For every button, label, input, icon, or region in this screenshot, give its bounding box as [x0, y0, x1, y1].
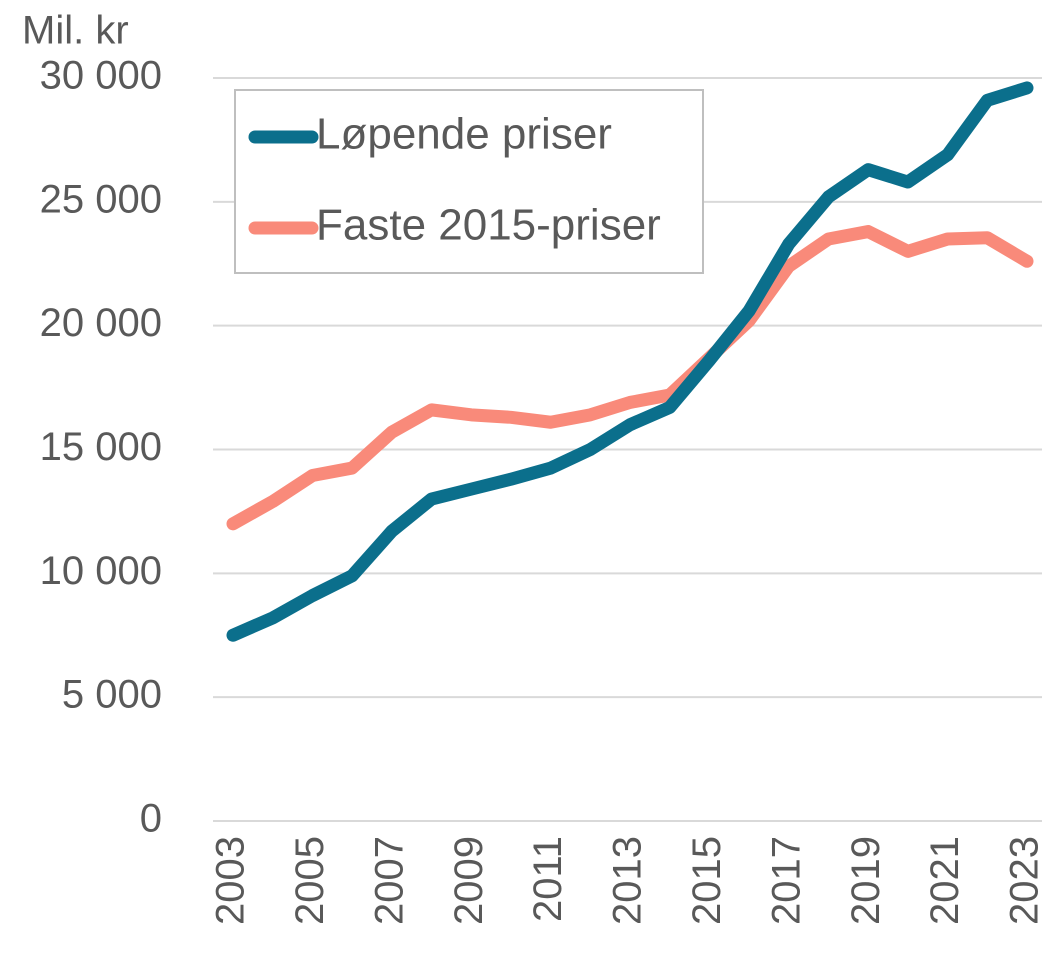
x-tick-label: 2007 [367, 836, 411, 925]
y-tick-label: 10 000 [40, 549, 162, 593]
x-tick-label: 2011 [526, 836, 570, 922]
legend-label: Faste 2015-priser [316, 201, 661, 250]
x-tick-label: 2009 [447, 836, 491, 925]
y-tick-label: 25 000 [40, 177, 162, 221]
x-tick-label: 2019 [844, 836, 888, 925]
y-tick-label: 20 000 [40, 301, 162, 345]
data-line [226, 225, 1034, 531]
y-tick-label: 0 [140, 797, 162, 841]
data-line [226, 81, 1034, 642]
y-axis-label: Mil. kr [22, 9, 129, 53]
x-tick-label: 2017 [764, 836, 808, 925]
y-tick-label: 30 000 [40, 54, 162, 98]
y-tick-label: 15 000 [40, 425, 162, 469]
x-tick-label: 2023 [1003, 836, 1047, 925]
x-tick-label: 2015 [685, 836, 729, 925]
x-tick-label: 2003 [209, 836, 253, 925]
x-tick-label: 2005 [288, 836, 332, 925]
x-tick-label: 2021 [923, 836, 967, 925]
legend-label: Løpende priser [316, 110, 612, 159]
x-tick-label: 2013 [606, 836, 650, 925]
y-tick-label: 5 000 [62, 673, 162, 717]
legend-box [234, 89, 704, 274]
